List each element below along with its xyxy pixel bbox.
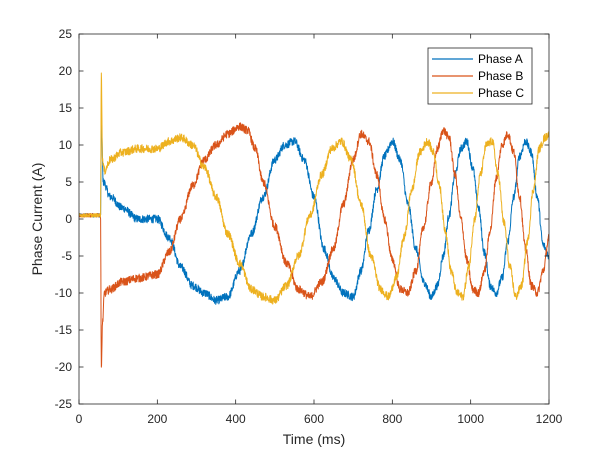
legend: Phase A Phase B Phase C [427,47,533,105]
y-tick-label: -15 [55,323,73,337]
y-tick-label: -25 [55,397,73,411]
legend-label: Phase B [478,69,523,83]
x-tick-label: 400 [226,412,246,426]
y-tick-label: -5 [61,249,72,263]
legend-label: Phase A [478,52,523,66]
series-layer [79,72,549,368]
y-tick-label: 20 [59,64,73,78]
x-axis: 0 200 400 600 800 1000 1200 [76,34,563,426]
y-tick-label: -20 [55,360,73,374]
y-tick-label: 10 [59,138,73,152]
series-line-phase-b [79,122,549,368]
y-axis-title: Phase Current (A) [29,163,45,276]
y-axis: -25 -20 -15 -10 -5 0 5 10 15 20 25 [55,27,549,411]
x-tick-label: 800 [382,412,402,426]
series-line-phase-c [79,72,549,305]
x-tick-label: 1000 [457,412,484,426]
y-tick-label: 25 [59,27,73,41]
x-tick-label: 200 [147,412,167,426]
y-tick-label: 0 [65,212,72,226]
x-axis-title: Time (ms) [283,431,345,447]
x-tick-label: 0 [76,412,83,426]
y-tick-label: -10 [55,286,73,300]
x-tick-label: 600 [304,412,324,426]
y-tick-label: 15 [59,101,73,115]
x-tick-label: 1200 [536,412,563,426]
series-line-phase-a [79,122,549,305]
y-tick-label: 5 [65,175,72,189]
legend-label: Phase C [478,86,524,100]
